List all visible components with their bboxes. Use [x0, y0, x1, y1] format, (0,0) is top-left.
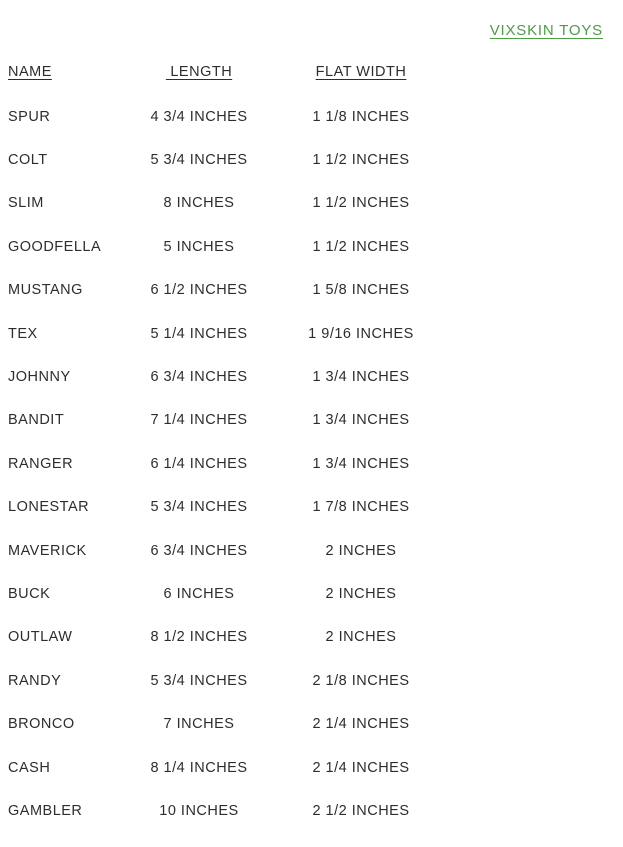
cell-name: OUTLAW: [8, 629, 73, 646]
cell-flat-width: 1 1/2 INCHES: [312, 195, 410, 212]
cell-length: 5 3/4 INCHES: [150, 499, 248, 516]
cell-length: 8 1/4 INCHES: [150, 759, 248, 776]
cell-name: JOHNNY: [8, 369, 71, 386]
col-header-length-cell: LENGTH: [145, 64, 253, 80]
cell-flat-width: 2 INCHES: [325, 585, 397, 602]
cell-flat-width: 1 3/4 INCHES: [312, 412, 410, 429]
table-row: OUTLAW 8 1/2 INCHES 2 INCHES: [8, 616, 603, 659]
table-row: RANDY 5 3/4 INCHES 2 1/8 INCHES: [8, 659, 603, 702]
table-row: MUSTANG 6 1/2 INCHES 1 5/8 INCHES: [8, 269, 603, 312]
cell-name: GOODFELLA: [8, 238, 102, 255]
cell-name: BRONCO: [8, 716, 75, 733]
cell-flat-width: 2 INCHES: [325, 629, 397, 646]
cell-flat-width: 1 7/8 INCHES: [312, 499, 410, 516]
cell-flat-width: 1 1/2 INCHES: [312, 238, 410, 255]
cell-flat-width: 1 1/8 INCHES: [312, 108, 410, 125]
table-row: SPUR 4 3/4 INCHES 1 1/8 INCHES: [8, 95, 603, 138]
table-row: CASH 8 1/4 INCHES 2 1/4 INCHES: [8, 746, 603, 789]
cell-flat-width: 2 INCHES: [325, 542, 397, 559]
table-row: RANGER 6 1/4 INCHES 1 3/4 INCHES: [8, 442, 603, 485]
cell-flat-width: 2 1/4 INCHES: [312, 759, 410, 776]
cell-flat-width: 1 5/8 INCHES: [312, 282, 410, 299]
cell-name: RANGER: [8, 455, 74, 472]
table-header-row: NAME LENGTH FLAT WIDTH: [8, 64, 603, 82]
cell-length: 7 1/4 INCHES: [150, 412, 248, 429]
cell-length: 5 3/4 INCHES: [150, 152, 248, 169]
cell-name: LONESTAR: [8, 499, 90, 516]
vixskin-toys-link[interactable]: VIXSKIN TOYS: [489, 22, 603, 39]
cell-name: CASH: [8, 759, 51, 776]
cell-name: GAMBLER: [8, 802, 83, 819]
table-row: SLIM 8 INCHES 1 1/2 INCHES: [8, 182, 603, 225]
cell-length: 5 1/4 INCHES: [150, 325, 248, 342]
cell-length: 8 1/2 INCHES: [150, 629, 248, 646]
cell-length: 7 INCHES: [163, 716, 235, 733]
cell-name: SLIM: [8, 195, 44, 212]
cell-name: MAVERICK: [8, 542, 87, 559]
cell-flat-width: 1 3/4 INCHES: [312, 369, 410, 386]
cell-length: 10 INCHES: [159, 802, 239, 819]
cell-length: 8 INCHES: [163, 195, 235, 212]
table-body: SPUR 4 3/4 INCHES 1 1/8 INCHES COLT 5 3/…: [8, 95, 603, 833]
table-row: BANDIT 7 1/4 INCHES 1 3/4 INCHES: [8, 399, 603, 442]
cell-length: 5 INCHES: [163, 238, 235, 255]
cell-name: RANDY: [8, 672, 62, 689]
table-row: BUCK 6 INCHES 2 INCHES: [8, 572, 603, 615]
cell-flat-width: 1 9/16 INCHES: [308, 325, 414, 342]
cell-flat-width: 2 1/4 INCHES: [312, 716, 410, 733]
cell-length: 6 3/4 INCHES: [150, 369, 248, 386]
cell-name: SPUR: [8, 108, 51, 125]
table-row: COLT 5 3/4 INCHES 1 1/2 INCHES: [8, 138, 603, 181]
cell-flat-width: 2 1/2 INCHES: [312, 802, 410, 819]
cell-flat-width: 2 1/8 INCHES: [312, 672, 410, 689]
table-row: TEX 5 1/4 INCHES 1 9/16 INCHES: [8, 312, 603, 355]
table-row: LONESTAR 5 3/4 INCHES 1 7/8 INCHES: [8, 486, 603, 529]
cell-length: 6 1/2 INCHES: [150, 282, 248, 299]
table-row: MAVERICK 6 3/4 INCHES 2 INCHES: [8, 529, 603, 572]
cell-name: COLT: [8, 152, 48, 169]
col-header-flat-width: FLAT WIDTH: [315, 64, 407, 80]
table-row: GAMBLER 10 INCHES 2 1/2 INCHES: [8, 789, 603, 832]
cell-flat-width: 1 1/2 INCHES: [312, 152, 410, 169]
cell-flat-width: 1 3/4 INCHES: [312, 455, 410, 472]
table-row: GOODFELLA 5 INCHES 1 1/2 INCHES: [8, 225, 603, 268]
table-row: JOHNNY 6 3/4 INCHES 1 3/4 INCHES: [8, 355, 603, 398]
cell-name: BANDIT: [8, 412, 65, 429]
top-link-row: VIXSKIN TOYS: [8, 22, 603, 40]
col-header-length: LENGTH: [165, 64, 233, 80]
cell-length: 5 3/4 INCHES: [150, 672, 248, 689]
cell-length: 4 3/4 INCHES: [150, 108, 248, 125]
col-header-name: NAME: [8, 64, 52, 80]
size-table: NAME LENGTH FLAT WIDTH SPUR 4 3/4 INCHES…: [8, 64, 603, 833]
cell-name: TEX: [8, 325, 38, 342]
cell-length: 6 INCHES: [163, 585, 235, 602]
cell-name: MUSTANG: [8, 282, 83, 299]
cell-length: 6 3/4 INCHES: [150, 542, 248, 559]
col-header-flat-width-cell: FLAT WIDTH: [291, 64, 431, 80]
col-header-name-cell: NAME: [8, 64, 145, 80]
cell-length: 6 1/4 INCHES: [150, 455, 248, 472]
table-row: BRONCO 7 INCHES 2 1/4 INCHES: [8, 702, 603, 745]
cell-name: BUCK: [8, 585, 51, 602]
